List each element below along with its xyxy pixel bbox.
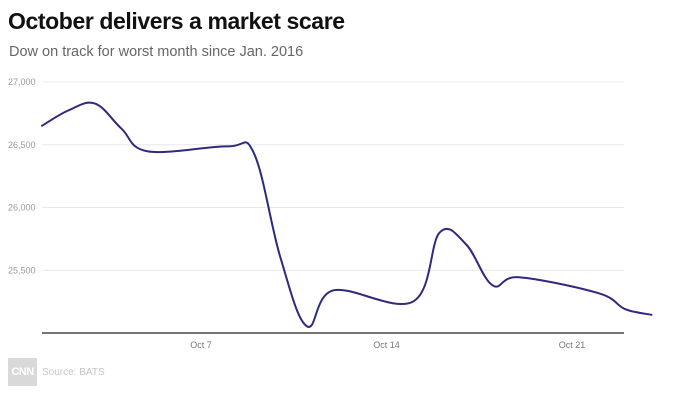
- y-tick-label: 26,000: [8, 203, 36, 213]
- source-note: Source: BATS: [42, 366, 105, 378]
- footer: CNN Source: BATS: [8, 358, 105, 386]
- cnn-logo: CNN: [8, 358, 37, 386]
- x-tick-label: Oct 7: [190, 340, 212, 350]
- y-tick-label: 27,000: [8, 77, 36, 87]
- x-tick-label: Oct 14: [373, 340, 400, 350]
- x-tick-label: Oct 21: [559, 340, 586, 350]
- y-tick-label: 25,500: [8, 265, 36, 275]
- series-line: [41, 101, 653, 328]
- y-tick-label: 26,500: [8, 140, 36, 150]
- chart-subtitle: Dow on track for worst month since Jan. …: [9, 44, 304, 60]
- chart-title: October delivers a market scare: [8, 8, 345, 34]
